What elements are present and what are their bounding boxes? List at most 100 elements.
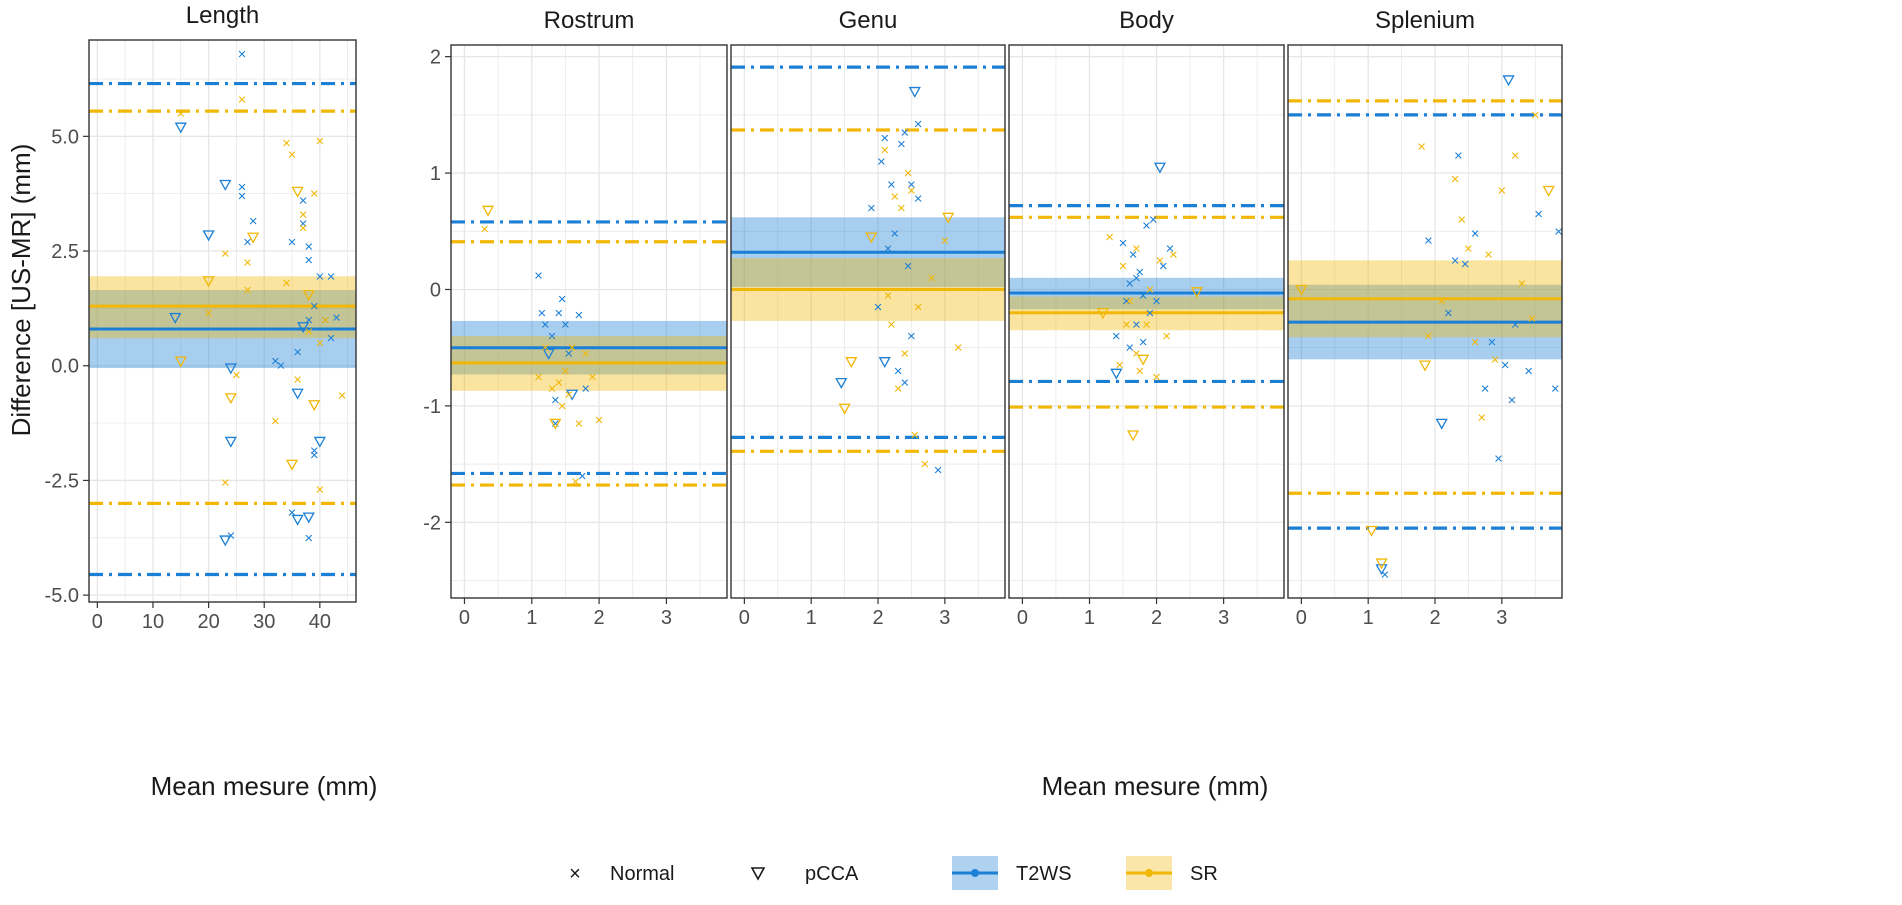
t2ws-point-normal: × <box>1145 305 1154 322</box>
panel-title: Splenium <box>1375 7 1475 34</box>
t2ws-point-normal: × <box>238 188 247 205</box>
x-tick-label: 2 <box>1429 607 1440 629</box>
panel-background <box>451 45 727 598</box>
legend-sr: SR <box>1126 856 1218 890</box>
panel-splenium: ××××××××××××××××××××××××××××××××Splenium… <box>1287 7 1563 629</box>
sr-point-pcca <box>1365 525 1378 537</box>
t2ws-point-pcca <box>297 322 310 334</box>
t2ws-point-normal: × <box>904 258 913 275</box>
t2ws-point-normal: × <box>1139 334 1148 351</box>
t2ws-point-normal: × <box>238 46 247 63</box>
t2ws-point-pcca <box>174 122 187 134</box>
t2ws-point-pcca <box>1502 75 1515 87</box>
panel-plot: ××××××××××××××××××××××××××××××× <box>1009 162 1284 442</box>
sr-point-normal: × <box>243 255 252 272</box>
sr-point-normal: × <box>204 305 213 322</box>
t2ws-point-normal: × <box>1471 226 1480 243</box>
legend: × Normal pCCA T2WS SR <box>569 856 1218 890</box>
sr-point-normal: × <box>1169 247 1178 264</box>
sr-point-normal: × <box>571 474 580 491</box>
panel-plot: ×××××××××××××××××××××××××××××××× <box>1288 75 1562 584</box>
t2ws-point-normal: × <box>1129 247 1138 264</box>
legend-pcca-label: pCCA <box>805 863 859 885</box>
t2ws-point-normal: × <box>315 268 324 285</box>
t2ws-point-normal: × <box>1135 264 1144 281</box>
legend-normal-label: Normal <box>610 863 674 885</box>
t2ws-point-normal: × <box>900 124 909 141</box>
x-tick-label: 0 <box>739 607 750 629</box>
x-tick-label: 2 <box>1151 607 1162 629</box>
t2ws-point-pcca <box>908 86 921 98</box>
t2ws-point-pcca <box>1153 162 1167 174</box>
sr-point-normal: × <box>548 380 557 397</box>
sr-point-normal: × <box>243 282 252 299</box>
left-ylabel: Difference [US-MR] (mm) <box>6 144 36 437</box>
sr-point-normal: × <box>282 275 291 292</box>
t2ws-point-normal: × <box>890 226 899 243</box>
panel-body: ××××××××××××××××××××××××××××××× Body 0 1 2 3 <box>1008 7 1285 629</box>
sr-point-normal: × <box>558 398 567 415</box>
sr-point-normal: × <box>221 245 230 262</box>
sr-point-pcca <box>1190 287 1203 299</box>
t2ws-point-normal: × <box>310 447 319 464</box>
sr-point-normal: × <box>897 200 906 217</box>
t2ws-point-normal: × <box>299 216 308 233</box>
t2ws-point-normal: × <box>548 328 557 345</box>
legend-normal-marker: × <box>569 863 581 885</box>
t2ws-point-normal: × <box>934 462 943 479</box>
sr-point-normal: × <box>900 346 909 363</box>
t2ws-point-normal: × <box>581 380 590 397</box>
t2ws-point-pcca <box>313 436 326 448</box>
t2ws-point-pcca <box>169 312 182 324</box>
sr-point-normal: × <box>1437 293 1446 310</box>
sr-point-normal: × <box>581 346 590 363</box>
t2ws-point-normal: × <box>238 179 247 196</box>
sr-point-pcca <box>202 276 215 288</box>
sr-point-pcca <box>942 212 955 224</box>
sr-point-pcca <box>1137 354 1150 366</box>
sr-point-normal: × <box>221 475 230 492</box>
t2ws-point-normal: × <box>304 530 313 547</box>
sr-point-normal: × <box>541 340 550 357</box>
x-tick-label: 1 <box>806 607 817 629</box>
t2ws-point-normal: × <box>1152 293 1161 310</box>
t2ws-point-normal: × <box>304 238 313 255</box>
t2ws-point-normal: × <box>1454 148 1463 165</box>
panel-title: Length <box>186 2 259 29</box>
panel-grid <box>89 40 356 602</box>
legend-t2ws-dot <box>971 869 979 877</box>
y-tick-label: 2 <box>430 47 441 69</box>
t2ws-point-normal: × <box>867 200 876 217</box>
panel-background <box>89 40 356 602</box>
x-tick-label: 2 <box>872 607 883 629</box>
x-tick-label: 0 <box>1017 607 1028 629</box>
x-tick-label: 30 <box>253 611 275 633</box>
sr-point-normal: × <box>1451 171 1460 188</box>
sr-point-normal: × <box>1491 351 1500 368</box>
legend-sr-label: SR <box>1190 863 1218 885</box>
sr-point-pcca <box>845 357 858 369</box>
panel-title: Rostrum <box>544 7 635 34</box>
sr-point-normal: × <box>940 233 949 250</box>
panel-background <box>1009 45 1284 598</box>
sr-point-normal: × <box>1531 107 1540 124</box>
panel-frame <box>88 39 357 603</box>
y-tick-label: 1 <box>430 163 441 185</box>
sr-point-pcca <box>865 232 878 244</box>
sr-point-normal: × <box>1156 252 1165 269</box>
panel-plot: ××××××××××××××××××××××××××× <box>451 205 727 491</box>
sr-point-normal: × <box>1115 357 1124 374</box>
sr-point-normal: × <box>1132 346 1141 363</box>
t2ws-point-normal: × <box>907 328 916 345</box>
panel-frame <box>1287 44 1563 599</box>
x-tick-label: 1 <box>1084 607 1095 629</box>
t2ws-point-normal: × <box>304 312 313 329</box>
t2ws-point-normal: × <box>914 116 923 133</box>
t2ws-point-normal: × <box>293 344 302 361</box>
sr-point-normal: × <box>904 165 913 182</box>
sr-point-normal: × <box>315 335 324 352</box>
x-tick-label: 1 <box>526 607 537 629</box>
sr-point-normal: × <box>927 270 936 287</box>
t2ws-point-pcca <box>878 357 891 369</box>
